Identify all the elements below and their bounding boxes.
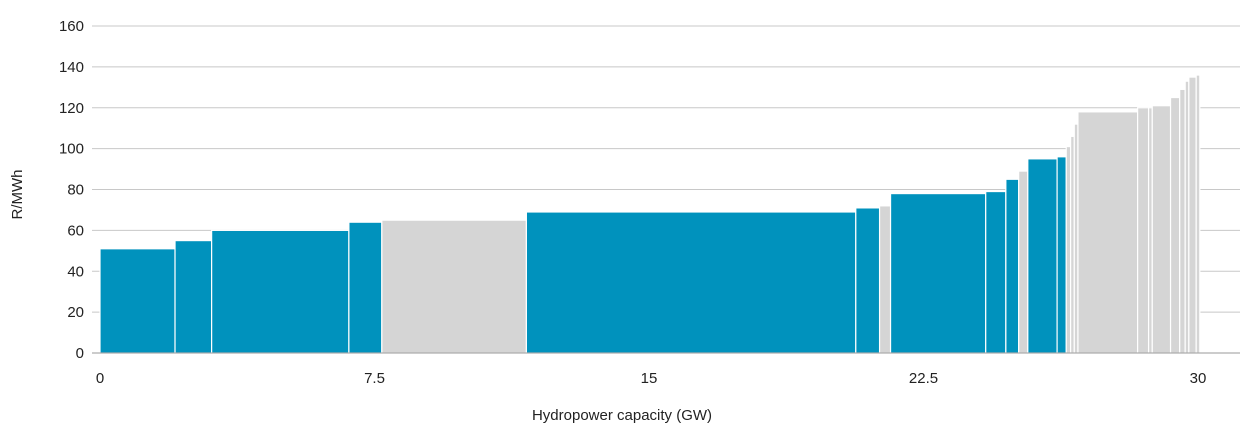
y-tick-label: 60 xyxy=(67,222,84,239)
bar xyxy=(1169,96,1181,354)
bar xyxy=(1179,88,1186,354)
bar xyxy=(348,221,383,354)
y-axis-title: R/MWh xyxy=(9,170,26,220)
bar xyxy=(1018,170,1029,354)
x-tick-label: 15 xyxy=(641,370,658,387)
x-tick-label: 7.5 xyxy=(364,370,385,387)
y-tick-label: 160 xyxy=(59,18,84,35)
y-tick-label: 40 xyxy=(67,263,84,280)
bar xyxy=(1027,158,1058,354)
bar xyxy=(174,239,213,354)
bar xyxy=(211,229,350,354)
y-tick-label: 120 xyxy=(59,100,84,117)
bar xyxy=(1005,178,1020,354)
bar xyxy=(1137,107,1150,354)
bar xyxy=(1188,76,1197,354)
x-tick-labels: 0 7.5 15 22.5 30 xyxy=(96,370,1207,387)
y-tick-label: 0 xyxy=(76,345,84,362)
bar xyxy=(1195,74,1201,354)
bar xyxy=(381,219,527,354)
bar xyxy=(1077,111,1139,354)
y-tick-label: 140 xyxy=(59,59,84,76)
bar xyxy=(878,205,892,354)
bars xyxy=(99,74,1201,354)
y-tick-label: 80 xyxy=(67,182,84,199)
bar xyxy=(1056,156,1067,354)
bar xyxy=(889,192,987,354)
x-axis-title: Hydropower capacity (GW) xyxy=(532,407,712,424)
bar xyxy=(1151,105,1172,354)
x-tick-label: 22.5 xyxy=(909,370,938,387)
y-tick-label: 100 xyxy=(59,141,84,158)
bar xyxy=(99,248,176,354)
bar xyxy=(1065,145,1072,354)
y-tick-labels: 0 20 40 60 80 100 120 140 160 xyxy=(59,18,84,362)
x-tick-label: 0 xyxy=(96,370,104,387)
x-tick-label: 30 xyxy=(1190,370,1207,387)
bar xyxy=(525,211,857,354)
bar xyxy=(985,190,1007,354)
bar xyxy=(855,207,881,354)
y-tick-label: 20 xyxy=(67,304,84,321)
